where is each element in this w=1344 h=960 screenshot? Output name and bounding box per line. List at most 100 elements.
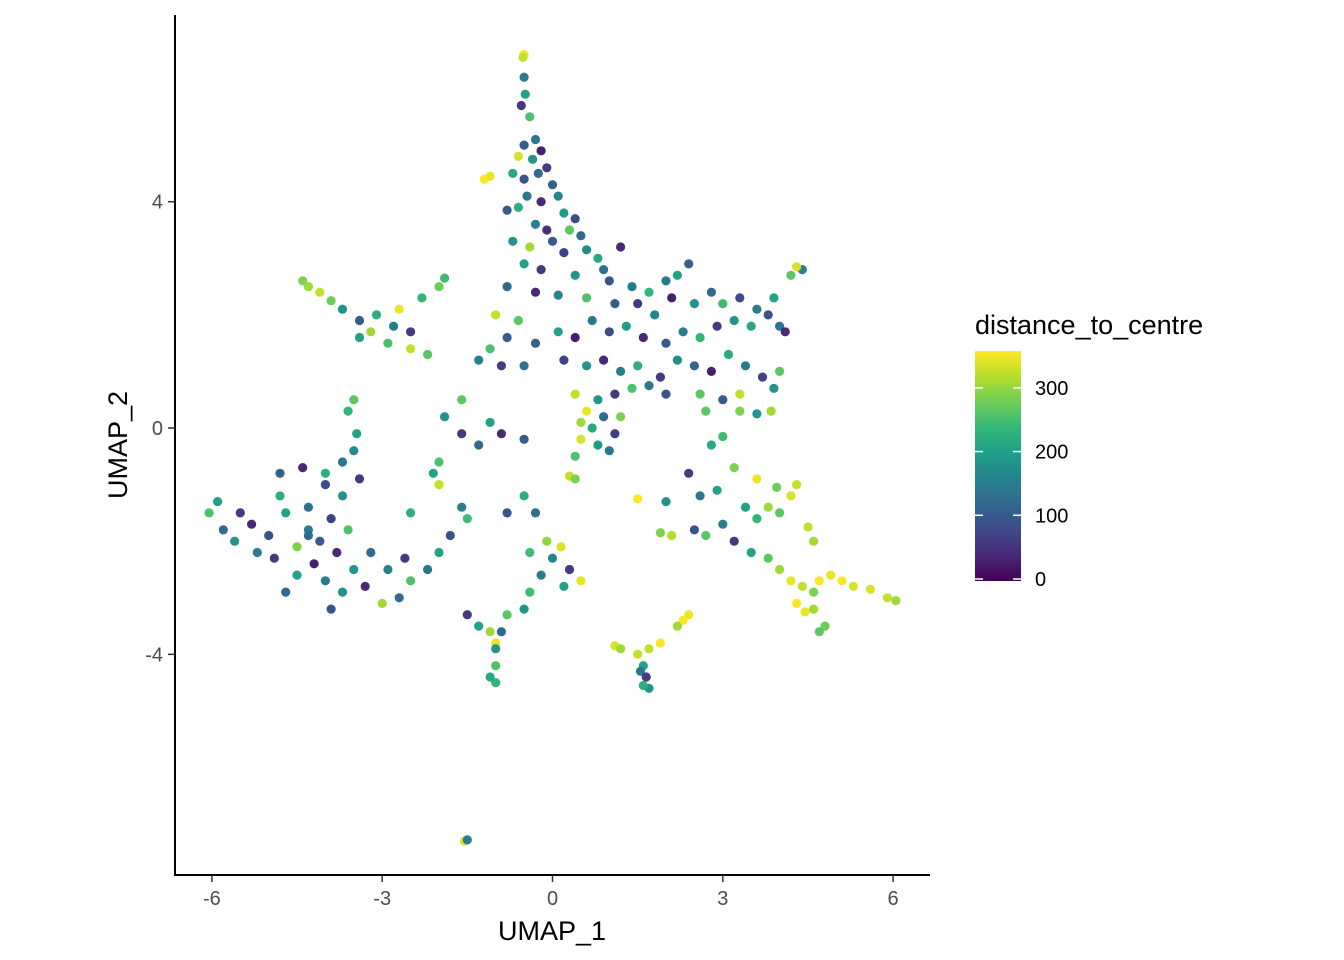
data-point	[520, 89, 530, 99]
data-point	[352, 429, 362, 439]
data-point	[797, 581, 807, 592]
y-tick-label: -4	[145, 644, 163, 666]
data-point	[354, 474, 365, 484]
data-point	[519, 259, 529, 269]
data-point	[502, 282, 512, 292]
data-point	[366, 547, 376, 558]
data-point	[800, 607, 810, 617]
data-point	[434, 480, 444, 490]
data-point	[701, 530, 711, 541]
data-point	[491, 678, 501, 688]
data-point	[706, 440, 717, 450]
data-point	[718, 299, 728, 309]
colorbar-tick-label: 300	[1035, 378, 1068, 400]
data-point	[752, 304, 762, 314]
legend-title: distance_to_centre	[975, 310, 1203, 340]
data-point	[775, 564, 785, 575]
data-point	[740, 502, 751, 512]
data-point	[542, 536, 552, 546]
data-point	[792, 598, 802, 609]
data-point	[582, 406, 592, 416]
data-point	[740, 361, 751, 371]
data-point	[292, 570, 302, 580]
data-point	[343, 406, 353, 416]
data-point	[491, 310, 501, 320]
data-point	[366, 327, 376, 337]
data-point	[536, 146, 546, 156]
x-tick-label: 3	[717, 888, 728, 910]
data-point	[638, 680, 648, 691]
data-point	[644, 644, 654, 654]
data-point	[264, 530, 274, 541]
data-point	[518, 52, 528, 63]
data-point	[457, 429, 467, 439]
data-point	[570, 332, 580, 343]
data-point	[519, 174, 529, 184]
data-point	[837, 576, 847, 586]
data-point	[530, 338, 541, 348]
data-point	[530, 219, 541, 229]
data-point	[616, 412, 626, 422]
data-point	[576, 576, 586, 586]
data-point	[547, 180, 558, 190]
data-point	[599, 265, 609, 275]
data-point	[564, 564, 575, 575]
data-point	[638, 332, 648, 343]
x-tick-label: 6	[888, 888, 899, 910]
data-point	[610, 299, 620, 309]
data-point	[763, 310, 773, 320]
data-point	[533, 168, 543, 178]
data-point	[502, 205, 512, 215]
y-tick-label: 0	[152, 418, 163, 440]
data-point	[746, 321, 756, 331]
colorbar-tick-label: 200	[1035, 442, 1068, 464]
data-point	[780, 327, 790, 337]
data-point	[587, 315, 597, 326]
data-point	[349, 395, 359, 405]
data-point	[519, 434, 529, 444]
data-point	[593, 440, 603, 450]
data-point	[496, 361, 506, 371]
data-point	[599, 355, 609, 365]
data-point	[434, 547, 444, 558]
data-point	[553, 191, 563, 201]
data-point	[576, 434, 586, 444]
data-point	[655, 638, 666, 648]
data-point	[462, 835, 472, 845]
data-point	[326, 604, 336, 614]
data-point	[826, 570, 836, 580]
data-point	[695, 491, 705, 501]
data-point	[406, 576, 416, 586]
data-point	[559, 581, 569, 592]
data-point	[644, 381, 654, 391]
data-point	[570, 451, 580, 461]
data-point	[684, 259, 694, 269]
data-point	[298, 463, 308, 473]
data-point	[252, 547, 262, 558]
data-point	[491, 644, 501, 654]
data-point	[235, 508, 245, 518]
data-point	[616, 242, 626, 252]
data-point	[457, 395, 467, 405]
data-point	[809, 604, 819, 614]
data-point	[570, 214, 580, 224]
data-point	[525, 587, 535, 597]
data-point	[354, 315, 365, 326]
data-point	[564, 225, 575, 235]
data-point	[530, 287, 541, 297]
x-tick-label: 0	[547, 888, 558, 910]
data-point	[394, 593, 404, 603]
data-point	[695, 389, 705, 399]
data-point	[610, 389, 620, 399]
x-axis-ticks: -6 -3 0 3 6	[203, 875, 899, 910]
data-point	[689, 525, 700, 535]
data-point	[604, 276, 614, 286]
data-point	[502, 610, 512, 620]
data-point	[528, 154, 538, 164]
data-point	[218, 525, 228, 535]
data-point	[667, 530, 677, 541]
data-point	[848, 581, 859, 592]
data-point	[667, 293, 677, 303]
data-point	[519, 140, 529, 150]
